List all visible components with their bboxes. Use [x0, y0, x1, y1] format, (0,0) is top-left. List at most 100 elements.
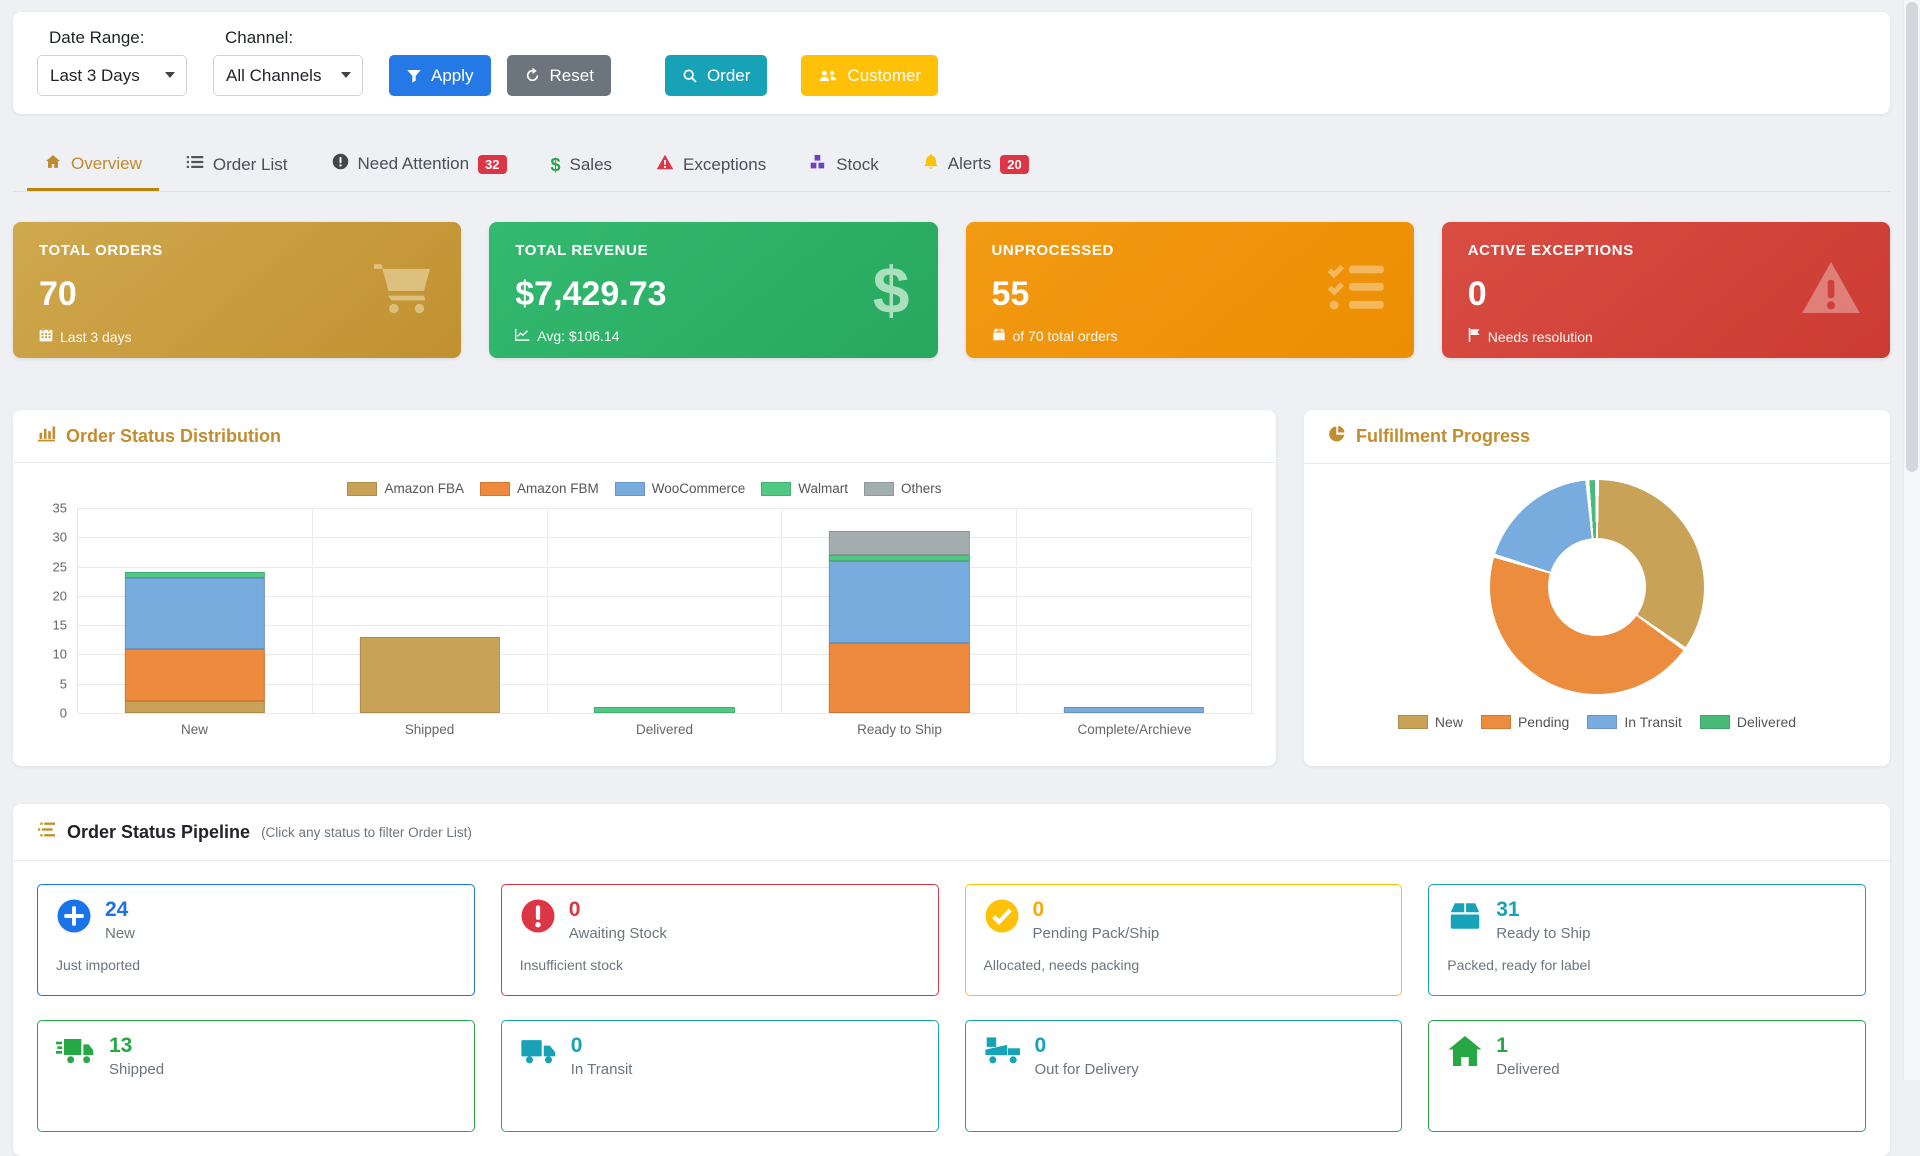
- bell-icon: [923, 153, 939, 175]
- filter-funnel-icon: [406, 68, 422, 84]
- bar-chart-plot: [77, 508, 1252, 714]
- home-icon: [44, 153, 62, 175]
- tab-need-attention[interactable]: Need Attention 32: [315, 142, 524, 191]
- bar-chart-legend: Amazon FBA Amazon FBM WooCommerce Walmart Ot…: [37, 481, 1252, 496]
- kpi-value: $7,429.73: [515, 275, 667, 313]
- stacked-bar: [359, 636, 500, 713]
- legend-item: Amazon FBA: [347, 481, 464, 496]
- legend-chip: [479, 481, 510, 496]
- status-subtitle: Packed, ready for label: [1447, 957, 1591, 974]
- customer-search-button[interactable]: Customer: [801, 55, 939, 96]
- tab-need-attention-label: Need Attention: [357, 154, 470, 173]
- pipeline-title: Order Status Pipeline: [67, 821, 251, 842]
- status-card-in-transit[interactable]: 0 In Transit: [500, 1020, 939, 1132]
- kpi-total-orders: TOTAL ORDERS 70 Last 3 days: [13, 222, 462, 358]
- tab-bar: Overview Order List Need Attention 32 $ …: [13, 142, 1890, 192]
- y-axis-tick-label: 10: [52, 646, 67, 662]
- box-icon: [992, 328, 1006, 344]
- order-status-distribution-card: Order Status Distribution Amazon FBA Amaz…: [13, 410, 1276, 766]
- page-scrollbar[interactable]: [1903, 0, 1920, 1080]
- bar-segment: [124, 572, 266, 579]
- status-label: Awaiting Stock: [568, 925, 667, 943]
- plus-circle-icon: [56, 898, 92, 939]
- tab-overview[interactable]: Overview: [27, 142, 159, 191]
- fulfillment-progress-card: Fulfillment Progress New Pending In Transi…: [1304, 410, 1890, 766]
- order-search-button[interactable]: Order: [664, 55, 768, 96]
- legend-item: Amazon FBM: [479, 481, 599, 496]
- status-value: 0: [568, 898, 581, 921]
- legend-label: Pending: [1517, 714, 1570, 730]
- stacked-bar: [594, 707, 735, 713]
- calendar-icon: [39, 328, 53, 345]
- tab-sales[interactable]: $ Sales: [534, 144, 630, 191]
- bar-segment: [1063, 707, 1205, 713]
- kpi-footnote: of 70 total orders: [1012, 328, 1118, 344]
- box-icon: [1447, 898, 1483, 939]
- stacked-bar: [124, 572, 266, 713]
- status-card-pending-pack-ship[interactable]: 0 Pending Pack/Ship Allocated, needs pac…: [964, 884, 1403, 996]
- kpi-title: ACTIVE EXCEPTIONS: [1467, 242, 1634, 259]
- status-card-ready-to-ship[interactable]: 31 Ready to Ship Packed, ready for label: [1428, 884, 1866, 996]
- tab-stock[interactable]: Stock: [793, 143, 896, 191]
- bar-chart-x-labels: New Shipped Delivered Ready to Ship Complete…: [77, 713, 1252, 737]
- status-label: Delivered: [1496, 1061, 1560, 1079]
- reset-button[interactable]: Reset: [506, 55, 611, 96]
- kpi-unprocessed: UNPROCESSED 55 of 70 total orders: [965, 222, 1414, 358]
- x-axis-label: Shipped: [404, 722, 455, 737]
- need-attention-badge: 32: [478, 154, 507, 174]
- chart-bar-icon: [37, 425, 56, 447]
- bar-band: [548, 508, 783, 713]
- filter-bar: Date Range: Last 3 Days Channel: All Cha…: [13, 12, 1890, 114]
- gridline: [78, 683, 1252, 685]
- warning-triangle-icon: [1800, 260, 1862, 321]
- customer-button-label: Customer: [847, 65, 922, 85]
- status-subtitle: Just imported: [56, 957, 141, 974]
- stacked-bar: [829, 531, 970, 713]
- gridline: [78, 713, 1252, 714]
- scrollbar-thumb[interactable]: [1906, 2, 1918, 472]
- date-range-select[interactable]: Last 3 Days: [37, 55, 187, 96]
- legend-label: Others: [901, 481, 942, 496]
- legend-chip: [347, 481, 378, 496]
- tab-alerts[interactable]: Alerts 20: [906, 142, 1046, 191]
- status-card-awaiting-stock[interactable]: 0 Awaiting Stock Insufficient stock: [500, 884, 939, 996]
- channel-select[interactable]: All Channels: [213, 55, 363, 96]
- stream-list-icon: [37, 821, 56, 843]
- reset-button-label: Reset: [549, 65, 594, 85]
- tab-order-list[interactable]: Order List: [169, 143, 305, 191]
- tab-exceptions[interactable]: Exceptions: [639, 143, 783, 191]
- legend-item: Walmart: [761, 481, 848, 496]
- legend-label: WooCommerce: [651, 481, 746, 496]
- gridline: [78, 654, 1252, 656]
- exclamation-circle-icon: [520, 898, 556, 939]
- search-icon: [682, 68, 698, 84]
- tab-overview-label: Overview: [71, 154, 142, 173]
- status-card-new[interactable]: 24 New Just imported: [37, 884, 475, 996]
- channel-label: Channel:: [225, 28, 294, 47]
- legend-chip: [1397, 715, 1428, 729]
- kpi-value: 55: [991, 275, 1030, 313]
- x-axis-label: New: [180, 722, 208, 737]
- legend-chip: [614, 481, 645, 496]
- legend-item: Pending: [1480, 714, 1570, 730]
- bar-segment: [829, 554, 970, 561]
- kpi-footnote: Last 3 days: [60, 328, 132, 345]
- bar-band: [782, 508, 1018, 713]
- status-value: 31: [1496, 898, 1520, 921]
- x-axis-label: Complete/Archieve: [1077, 722, 1192, 737]
- status-card-out-for-delivery[interactable]: 0 Out for Delivery: [964, 1020, 1403, 1132]
- order-button-label: Order: [706, 65, 751, 85]
- status-value: 0: [570, 1034, 583, 1057]
- status-card-delivered[interactable]: 1 Delivered: [1428, 1020, 1866, 1132]
- truck-icon: [520, 1034, 558, 1073]
- legend-item: Others: [864, 481, 942, 496]
- apply-button[interactable]: Apply: [389, 55, 491, 96]
- status-label: Ready to Ship: [1496, 925, 1591, 943]
- chart-title: Fulfillment Progress: [1356, 426, 1531, 446]
- gridline: [78, 508, 1252, 509]
- bar-band: [78, 508, 313, 713]
- shopping-cart-icon: [371, 260, 433, 321]
- tab-stock-label: Stock: [836, 154, 879, 174]
- status-card-shipped[interactable]: 13 Shipped: [37, 1020, 475, 1132]
- kpi-total-revenue: TOTAL REVENUE $7,429.73 Avg: $106.14 $: [489, 222, 938, 358]
